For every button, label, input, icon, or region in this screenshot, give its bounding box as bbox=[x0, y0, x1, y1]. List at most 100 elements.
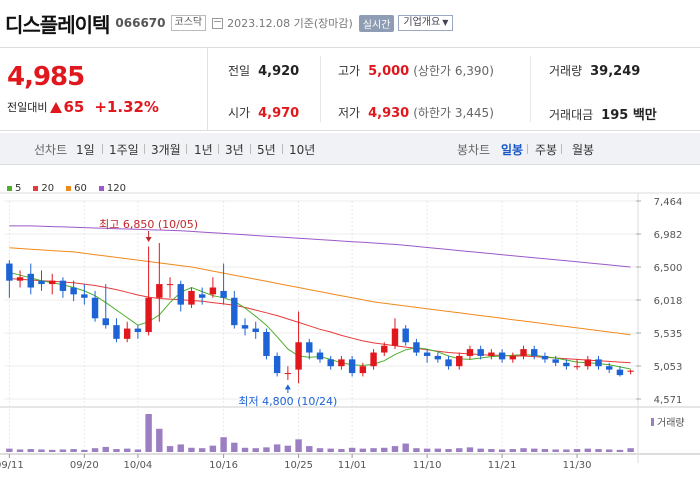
tab-weekly[interactable]: 주봉 bbox=[535, 143, 558, 157]
volume-bar bbox=[220, 437, 227, 452]
candle-body bbox=[177, 284, 184, 305]
candle-body bbox=[573, 366, 581, 368]
legend-swatch bbox=[66, 186, 72, 191]
price-change-row: 전일대비 65 +1.32% bbox=[7, 98, 159, 116]
volume-bar bbox=[327, 448, 334, 452]
divider bbox=[320, 56, 321, 122]
candle-body bbox=[627, 370, 634, 372]
candle-body bbox=[488, 352, 495, 356]
volume-bar bbox=[520, 448, 527, 452]
tab-3y[interactable]: 3년 bbox=[225, 143, 244, 157]
x-tick-label: 10/16 bbox=[209, 460, 238, 471]
candle-body bbox=[70, 287, 77, 295]
divider bbox=[530, 56, 531, 122]
volume-bar bbox=[284, 445, 292, 452]
tab-1d[interactable]: 1일 bbox=[76, 143, 95, 157]
high-annotation: 최고 6,850 (10/05) bbox=[99, 218, 198, 231]
tab-1w[interactable]: 1주일 bbox=[109, 143, 139, 157]
candle-body bbox=[563, 362, 570, 367]
candle-body bbox=[16, 277, 24, 281]
candle-body bbox=[370, 352, 377, 367]
volume-bar bbox=[413, 448, 420, 452]
upper-limit: (상한가 6,390) bbox=[413, 64, 494, 78]
candle-body bbox=[27, 273, 34, 288]
candle-body bbox=[552, 359, 559, 363]
candle-body bbox=[145, 297, 152, 332]
tab-10y[interactable]: 10년 bbox=[289, 143, 316, 157]
low-value: 4,930 bbox=[368, 106, 410, 121]
volume-bar bbox=[70, 449, 77, 452]
candle-body bbox=[102, 318, 109, 326]
tab-monthly[interactable]: 월봉 bbox=[572, 143, 595, 157]
volume-bar bbox=[231, 442, 238, 452]
candle-body bbox=[359, 366, 367, 374]
high-value: 5,000 bbox=[368, 64, 410, 79]
tab-divider bbox=[144, 144, 145, 154]
calendar-icon bbox=[212, 17, 224, 29]
open-price: 시가 4,970 bbox=[228, 104, 299, 121]
y-tick-label: 7,464 bbox=[654, 197, 683, 208]
volume-bar bbox=[477, 448, 484, 452]
price-summary: 4,985 전일대비 65 +1.32% 전일 4,920 고가 5,000 (… bbox=[0, 47, 700, 131]
y-tick-label: 4,571 bbox=[654, 395, 683, 406]
volume-bar bbox=[38, 449, 45, 452]
legend-label: 60 bbox=[74, 183, 87, 194]
candle-body bbox=[6, 263, 13, 281]
volume-bar bbox=[606, 449, 613, 452]
volume-value: 39,249 bbox=[590, 64, 641, 79]
volume-bar bbox=[241, 447, 249, 452]
volume-bar bbox=[6, 448, 13, 452]
candle-body bbox=[166, 284, 174, 286]
volume-bar bbox=[16, 449, 24, 452]
candle-body bbox=[509, 355, 517, 360]
volume-bar bbox=[584, 448, 592, 452]
candle-body bbox=[445, 359, 452, 367]
candle-body bbox=[531, 349, 538, 356]
candle-body bbox=[541, 355, 549, 360]
x-tick-label: 11/30 bbox=[563, 460, 592, 471]
realtime-button[interactable]: 실시간 bbox=[358, 14, 395, 32]
company-info-dropdown[interactable]: 기업개요 ▼ bbox=[398, 15, 454, 31]
tab-5y[interactable]: 5년 bbox=[257, 143, 276, 157]
candle-body bbox=[520, 349, 527, 356]
volume-bar bbox=[156, 428, 163, 452]
volume-bar bbox=[348, 447, 356, 452]
volume-bar bbox=[59, 449, 67, 452]
current-price: 4,985 bbox=[7, 62, 85, 92]
volume-bar bbox=[445, 449, 452, 452]
x-tick-label: 11/21 bbox=[488, 460, 517, 471]
candle-body bbox=[584, 359, 592, 367]
line-chart-label: 선차트 bbox=[34, 143, 68, 157]
tab-3m[interactable]: 3개월 bbox=[151, 143, 181, 157]
high-label: 고가 bbox=[338, 64, 361, 78]
candle-body bbox=[198, 294, 206, 298]
volume-bar bbox=[573, 449, 581, 452]
ma20-line bbox=[9, 278, 631, 364]
volume-bar bbox=[145, 414, 152, 452]
volume-bar bbox=[263, 447, 270, 452]
volume-bar bbox=[295, 439, 302, 452]
candle-chart-label: 봉차트 bbox=[457, 143, 491, 157]
candle-body bbox=[252, 328, 259, 332]
volume-bar bbox=[423, 448, 431, 452]
candle-body bbox=[156, 284, 163, 298]
candle-body bbox=[402, 328, 409, 343]
chevron-down-icon: ▼ bbox=[442, 18, 449, 27]
candle-body bbox=[284, 373, 292, 375]
volume-bar bbox=[381, 447, 388, 452]
legend-swatch bbox=[33, 186, 39, 191]
change-amount: 65 bbox=[63, 98, 85, 116]
tab-1y[interactable]: 1년 bbox=[194, 143, 213, 157]
x-tick-label: 11/01 bbox=[338, 460, 367, 471]
legend-swatch bbox=[98, 186, 104, 191]
tab-divider bbox=[527, 144, 528, 154]
volume-bar bbox=[391, 446, 399, 452]
volume-bar bbox=[498, 449, 506, 452]
candle-body bbox=[606, 366, 613, 370]
volume-bar bbox=[456, 448, 463, 452]
tab-daily[interactable]: 일봉 bbox=[501, 143, 524, 157]
y-tick-label: 5,053 bbox=[654, 362, 683, 373]
date-basis: 2023.12.08 기준(장마감) bbox=[227, 17, 353, 30]
tab-divider bbox=[102, 144, 103, 154]
